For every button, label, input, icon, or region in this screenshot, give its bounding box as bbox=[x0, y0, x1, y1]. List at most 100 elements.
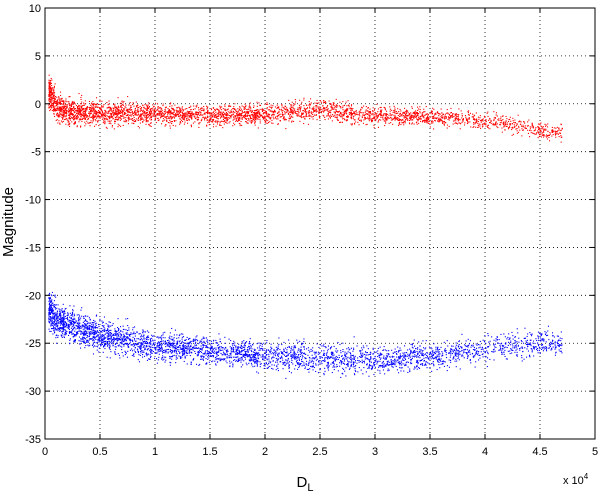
data-point bbox=[176, 107, 178, 109]
data-point bbox=[63, 101, 65, 103]
data-point bbox=[518, 131, 520, 133]
data-point bbox=[101, 114, 103, 116]
data-point bbox=[150, 113, 152, 115]
data-point bbox=[308, 364, 310, 366]
data-point bbox=[96, 97, 98, 99]
data-point bbox=[456, 122, 458, 124]
data-point bbox=[226, 120, 228, 122]
data-point bbox=[60, 94, 62, 96]
data-point bbox=[383, 363, 385, 365]
data-point bbox=[285, 128, 287, 130]
data-point bbox=[417, 119, 419, 121]
data-point bbox=[87, 329, 89, 331]
data-point bbox=[524, 337, 526, 339]
data-point bbox=[186, 112, 188, 114]
data-point bbox=[477, 116, 479, 118]
data-point bbox=[490, 120, 492, 122]
data-point bbox=[430, 110, 432, 112]
data-point bbox=[365, 354, 367, 356]
data-point bbox=[478, 126, 480, 128]
data-point bbox=[442, 121, 444, 123]
data-point bbox=[450, 112, 452, 114]
data-point bbox=[296, 115, 298, 117]
data-point bbox=[374, 114, 376, 116]
data-point bbox=[377, 116, 379, 118]
data-point bbox=[336, 111, 338, 113]
data-point bbox=[251, 112, 253, 114]
data-point bbox=[526, 356, 528, 358]
data-point bbox=[245, 121, 247, 123]
data-point bbox=[247, 355, 249, 357]
data-point bbox=[288, 120, 290, 122]
data-point bbox=[269, 121, 271, 123]
data-point bbox=[247, 354, 249, 356]
data-point bbox=[277, 358, 279, 360]
data-point bbox=[232, 125, 234, 127]
data-point bbox=[49, 82, 51, 84]
data-point bbox=[146, 117, 148, 119]
data-point bbox=[252, 115, 254, 117]
data-point bbox=[480, 121, 482, 123]
data-point bbox=[514, 345, 516, 347]
data-point bbox=[318, 115, 320, 117]
data-point bbox=[146, 104, 148, 106]
data-point bbox=[265, 119, 267, 121]
data-point bbox=[394, 109, 396, 111]
data-point bbox=[265, 118, 267, 120]
data-point bbox=[330, 106, 332, 108]
data-point bbox=[92, 104, 94, 106]
data-point bbox=[77, 109, 79, 111]
data-point bbox=[345, 119, 347, 121]
data-point bbox=[333, 115, 335, 117]
data-point bbox=[80, 98, 82, 100]
data-point bbox=[172, 345, 174, 347]
data-point bbox=[127, 350, 129, 352]
data-point bbox=[540, 133, 542, 135]
data-point bbox=[304, 111, 306, 113]
data-point bbox=[248, 112, 250, 114]
data-point bbox=[230, 115, 232, 117]
data-point bbox=[53, 94, 55, 96]
data-point bbox=[72, 101, 74, 103]
data-point bbox=[78, 113, 80, 115]
data-point bbox=[247, 122, 249, 124]
data-point bbox=[379, 113, 381, 115]
data-point bbox=[302, 116, 304, 118]
data-point bbox=[55, 328, 57, 330]
data-point bbox=[168, 109, 170, 111]
data-point bbox=[95, 114, 97, 116]
data-point bbox=[327, 105, 329, 107]
data-point bbox=[95, 120, 97, 122]
data-point bbox=[165, 356, 167, 358]
data-point bbox=[476, 344, 478, 346]
data-point bbox=[377, 356, 379, 358]
data-point bbox=[222, 127, 224, 129]
data-point bbox=[369, 112, 371, 114]
data-point bbox=[252, 118, 254, 120]
data-point bbox=[195, 113, 197, 115]
data-point bbox=[102, 106, 104, 108]
data-point bbox=[243, 340, 245, 342]
data-point bbox=[183, 112, 185, 114]
data-point bbox=[502, 119, 504, 121]
data-point bbox=[109, 109, 111, 111]
data-point bbox=[238, 116, 240, 118]
data-point bbox=[167, 117, 169, 119]
data-point bbox=[257, 118, 259, 120]
data-point bbox=[538, 129, 540, 131]
data-point bbox=[88, 106, 90, 108]
data-point bbox=[173, 120, 175, 122]
data-point bbox=[186, 119, 188, 121]
data-point bbox=[407, 119, 409, 121]
data-point bbox=[387, 116, 389, 118]
data-point bbox=[71, 333, 73, 335]
data-point bbox=[97, 115, 99, 117]
data-point bbox=[293, 120, 295, 122]
data-point bbox=[432, 112, 434, 114]
data-point bbox=[553, 127, 555, 129]
data-point bbox=[124, 121, 126, 123]
data-point bbox=[383, 349, 385, 351]
data-point bbox=[369, 117, 371, 119]
data-point bbox=[116, 117, 118, 119]
data-point bbox=[350, 107, 352, 109]
